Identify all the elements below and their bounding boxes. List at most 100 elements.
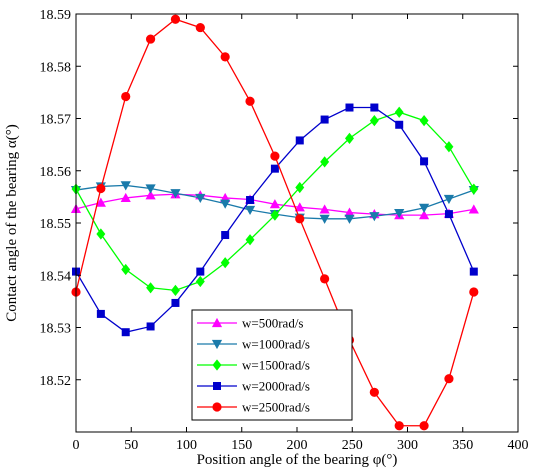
legend-label: w=1000rad/s bbox=[242, 337, 310, 352]
data-point bbox=[195, 193, 206, 204]
data-point bbox=[196, 267, 205, 276]
data-point bbox=[145, 184, 156, 194]
data-point bbox=[170, 189, 181, 199]
x-tick-label: 250 bbox=[342, 438, 363, 453]
data-point bbox=[121, 263, 131, 276]
series-layer bbox=[70, 14, 479, 431]
legend-marker bbox=[212, 402, 222, 412]
legend-marker bbox=[211, 339, 223, 350]
legend-marker bbox=[212, 359, 222, 371]
data-point bbox=[443, 194, 455, 205]
data-point bbox=[320, 156, 330, 168]
legend-marker bbox=[213, 382, 221, 390]
data-point bbox=[121, 328, 130, 337]
legend-label: w=1500rad/s bbox=[242, 358, 310, 373]
data-point bbox=[170, 284, 180, 297]
x-tick-label: 150 bbox=[231, 438, 252, 453]
y-tick-label: 18.56 bbox=[40, 165, 72, 180]
legend-marker bbox=[211, 317, 223, 328]
data-point bbox=[345, 103, 354, 112]
data-point bbox=[418, 210, 430, 220]
data-point bbox=[418, 203, 430, 213]
data-point bbox=[195, 275, 205, 288]
data-point bbox=[345, 132, 354, 144]
y-tick-label: 18.58 bbox=[40, 60, 72, 75]
data-point bbox=[394, 421, 404, 431]
x-tick-label: 100 bbox=[176, 438, 197, 453]
x-axis-title: Position angle of the bearing φ(°) bbox=[197, 452, 398, 468]
data-point bbox=[344, 214, 355, 224]
tick-layer: 0 50 100 150 200 250 300 350 400 18.52 18.53 18.54 1… bbox=[40, 8, 529, 453]
data-point bbox=[319, 204, 330, 214]
data-point bbox=[220, 257, 230, 269]
data-point bbox=[220, 199, 231, 209]
y-tick-label: 18.52 bbox=[40, 374, 72, 389]
legend-label: w=2000rad/s bbox=[242, 379, 310, 394]
data-point bbox=[221, 231, 230, 240]
data-point bbox=[270, 164, 279, 173]
y-tick-label: 18.53 bbox=[40, 322, 72, 337]
data-point bbox=[270, 209, 280, 221]
data-point bbox=[395, 120, 404, 129]
data-point bbox=[195, 22, 205, 33]
y-axis-title: Contact angle of the bearing α(°) bbox=[4, 124, 20, 322]
data-point bbox=[369, 387, 379, 397]
data-point bbox=[121, 91, 131, 102]
data-point bbox=[444, 210, 453, 219]
data-point bbox=[469, 267, 478, 276]
data-point bbox=[145, 190, 156, 200]
data-point bbox=[270, 151, 280, 161]
y-tick-label: 18.59 bbox=[40, 8, 72, 23]
data-point bbox=[171, 298, 180, 307]
data-point bbox=[468, 204, 479, 214]
y-tick-label: 18.54 bbox=[40, 269, 72, 284]
series-2 bbox=[71, 106, 479, 297]
data-point bbox=[369, 212, 380, 222]
data-point bbox=[320, 115, 329, 124]
series-3 bbox=[72, 103, 478, 337]
legend: w=500rad/s w=1000rad/s w=1500rad/s w=2000ra… bbox=[191, 309, 353, 421]
legend-label: w=500rad/s bbox=[242, 316, 304, 331]
data-point bbox=[120, 181, 131, 191]
data-point bbox=[469, 287, 479, 297]
data-point bbox=[295, 214, 305, 224]
data-point bbox=[319, 214, 330, 224]
data-point bbox=[120, 192, 131, 203]
data-point bbox=[394, 106, 404, 118]
data-point bbox=[145, 34, 156, 44]
data-point bbox=[245, 96, 255, 106]
data-point bbox=[295, 181, 305, 194]
x-tick-label: 350 bbox=[452, 438, 473, 453]
data-point bbox=[146, 322, 155, 331]
data-point bbox=[394, 208, 405, 219]
data-point bbox=[95, 197, 106, 207]
data-point bbox=[170, 14, 181, 24]
data-point bbox=[244, 205, 256, 216]
data-point bbox=[146, 282, 156, 294]
data-point bbox=[369, 114, 379, 127]
x-tick-label: 0 bbox=[73, 438, 80, 453]
data-point bbox=[246, 196, 255, 205]
data-point bbox=[96, 183, 106, 194]
data-point bbox=[370, 103, 379, 112]
data-point bbox=[295, 136, 304, 145]
x-tick-label: 50 bbox=[124, 438, 138, 453]
data-point bbox=[444, 141, 454, 153]
data-point bbox=[220, 52, 230, 62]
data-point bbox=[320, 274, 330, 284]
data-point bbox=[444, 374, 454, 384]
legend-label: w=2500rad/s bbox=[242, 400, 310, 415]
y-tick-label: 18.57 bbox=[40, 113, 72, 128]
data-point bbox=[245, 234, 255, 246]
x-tick-label: 200 bbox=[287, 438, 308, 453]
x-tick-label: 300 bbox=[397, 438, 418, 453]
data-point bbox=[420, 157, 429, 166]
data-point bbox=[419, 114, 429, 127]
data-point bbox=[269, 199, 280, 209]
data-point bbox=[294, 202, 305, 212]
data-point bbox=[469, 183, 479, 195]
data-point bbox=[419, 421, 429, 431]
x-tick-label: 400 bbox=[508, 438, 529, 453]
data-point bbox=[344, 207, 355, 217]
